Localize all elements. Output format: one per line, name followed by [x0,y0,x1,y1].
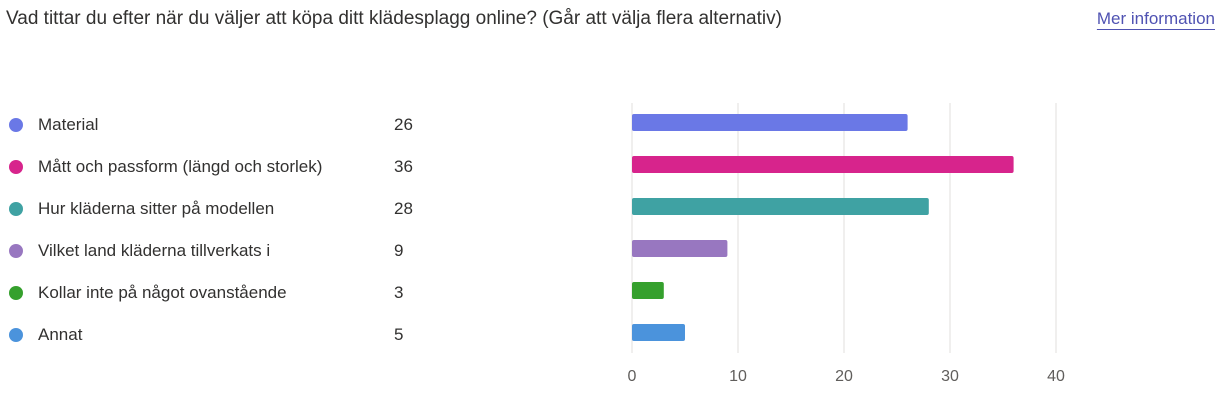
legend-label: Annat [38,325,83,344]
legend-color-dot [9,202,23,216]
bar-chart: 0 10 20 30 40 [628,103,1065,385]
legend-count: 3 [394,283,404,302]
legend-label: Kollar inte på något ovanstående [38,283,287,302]
legend-count: 9 [394,241,404,260]
legend-count: 28 [394,199,413,218]
legend-item: Annat 5 [0,323,440,347]
question-title: Vad tittar du efter när du väljer att kö… [6,8,782,29]
legend-label: Mått och passform (längd och storlek) [38,157,323,176]
legend-label: Hur kläderna sitter på modellen [38,199,275,218]
x-tick-label: 0 [628,368,637,385]
bar[interactable] [632,198,929,215]
bar[interactable] [632,114,908,131]
legend-label: Vilket land kläderna tillverkats i [38,241,271,260]
legend-count: 26 [394,115,413,134]
legend-item: Hur kläderna sitter på modellen 28 [0,197,440,221]
bar[interactable] [632,156,1014,173]
legend-item: Material 26 [0,113,440,137]
legend-item: Kollar inte på något ovanstående 3 [0,281,440,305]
x-tick-label: 30 [941,368,959,385]
bar[interactable] [632,324,685,341]
legend-label: Material [38,115,99,134]
legend-color-dot [9,118,23,132]
legend-color-dot [9,286,23,300]
x-tick-label: 40 [1047,368,1065,385]
x-tick-label: 20 [835,368,853,385]
legend-color-dot [9,244,23,258]
legend-item: Vilket land kläderna tillverkats i 9 [0,239,440,263]
bar[interactable] [632,240,728,257]
more-information-link[interactable]: Mer information [1096,9,1215,28]
legend-color-dot [9,160,23,174]
bar[interactable] [632,282,664,299]
legend-color-dot [9,328,23,342]
legend-count: 5 [394,325,404,344]
legend-count: 36 [394,157,413,176]
x-tick-label: 10 [729,368,747,385]
legend-item: Mått och passform (längd och storlek) 36 [0,155,440,179]
